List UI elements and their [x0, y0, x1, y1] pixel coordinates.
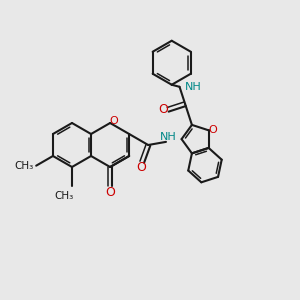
Text: O: O: [136, 161, 146, 175]
Text: O: O: [110, 116, 118, 126]
Text: CH₃: CH₃: [54, 191, 73, 201]
Text: NH: NH: [160, 132, 176, 142]
Text: CH₃: CH₃: [15, 161, 34, 171]
Text: O: O: [105, 186, 115, 199]
Text: O: O: [208, 125, 217, 135]
Text: O: O: [158, 103, 168, 116]
Text: NH: NH: [184, 82, 201, 92]
